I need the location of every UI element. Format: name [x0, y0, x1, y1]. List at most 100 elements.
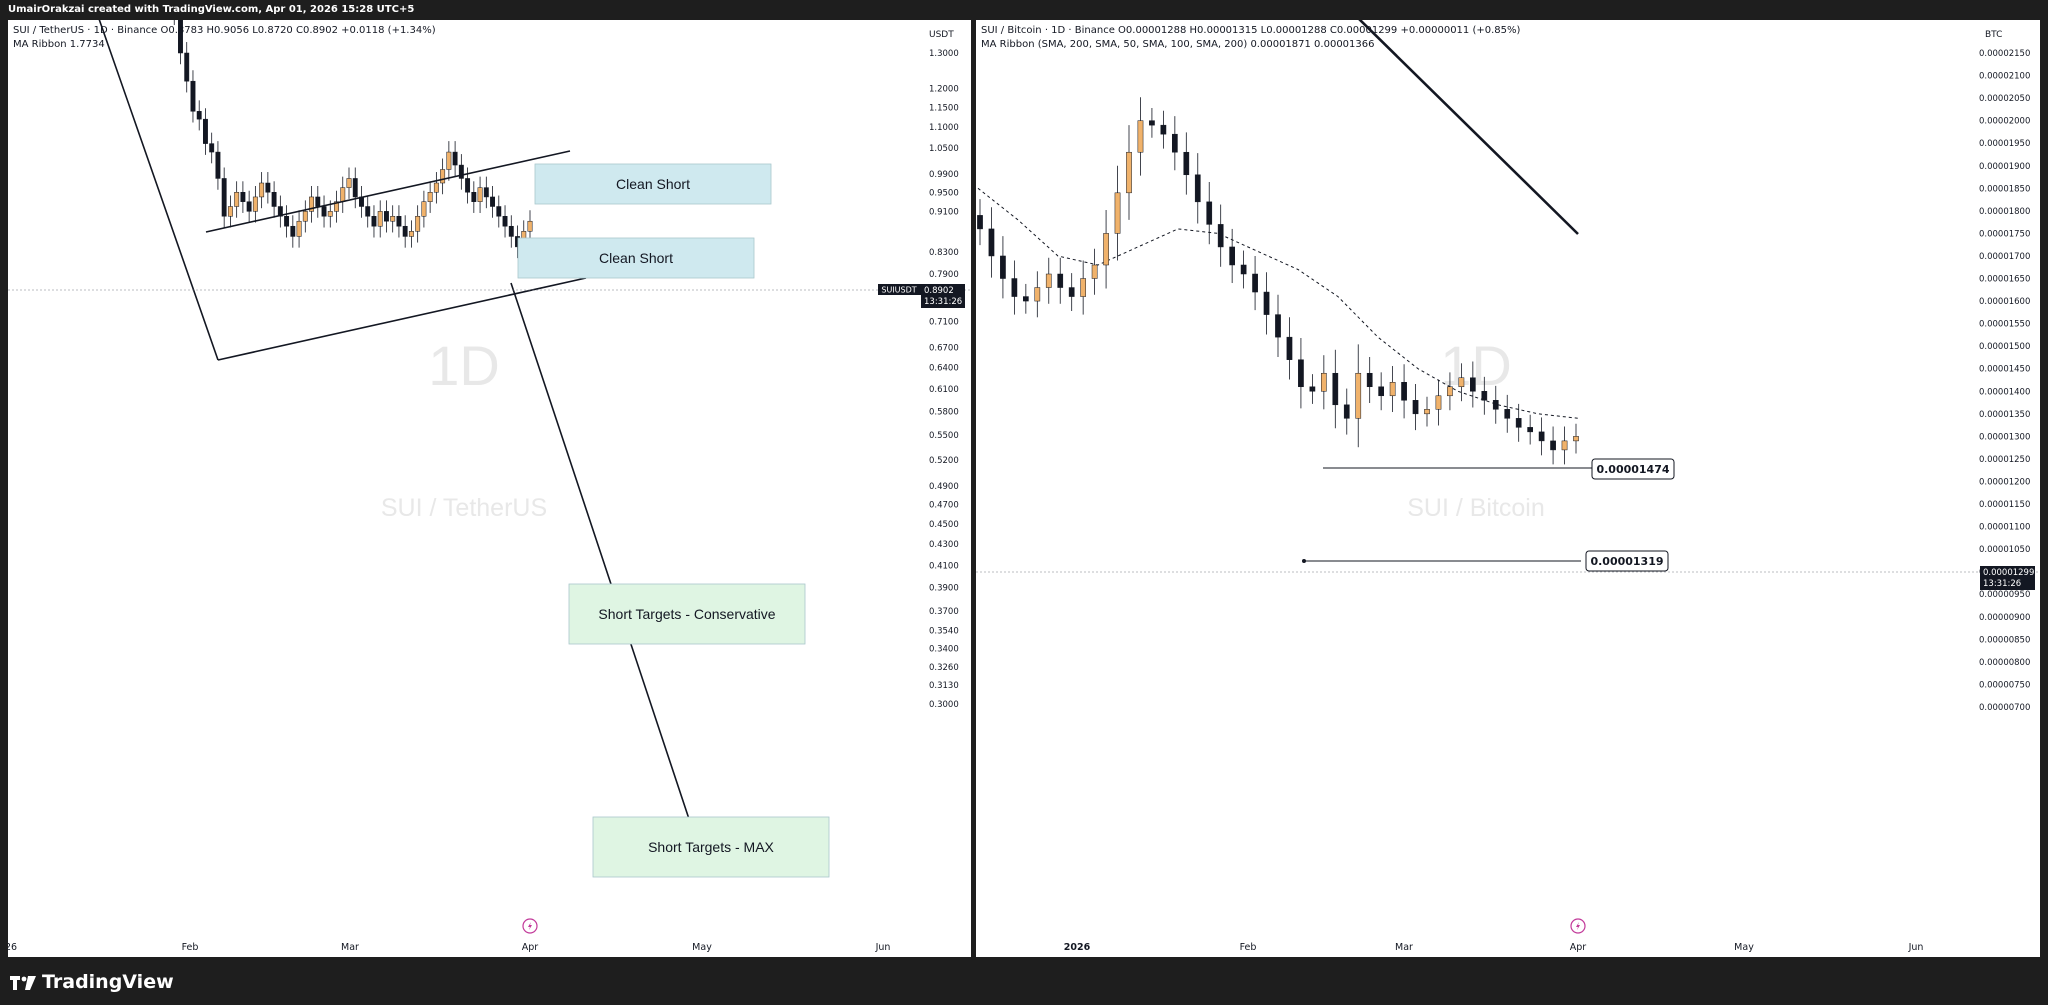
candle-body [527, 220, 533, 232]
left-price-tick: 1.3000 [929, 49, 959, 59]
currency-label[interactable]: USDT [929, 30, 954, 40]
candle-body [1401, 382, 1407, 401]
lightning-icon[interactable] [1570, 918, 1586, 934]
candles [173, 20, 533, 259]
candle-body [184, 52, 190, 82]
candle-body [321, 206, 327, 217]
candle-body [1286, 336, 1293, 360]
candle-body [1515, 418, 1522, 428]
candle-body [1573, 436, 1579, 442]
lightning-icon[interactable] [522, 918, 538, 934]
left-price-tick: 0.3260 [929, 663, 959, 673]
candle-body [415, 216, 421, 232]
right-price-tick: 0.00001750 [1979, 229, 2030, 239]
candle-body [1469, 377, 1476, 392]
price-tag-countdown: 13:31:26 [1983, 579, 2021, 589]
right-time-label: Feb [1240, 942, 1257, 953]
candle-body [402, 225, 408, 237]
left-price-tick: 0.4900 [929, 482, 959, 492]
sui-usdt-chart-pane[interactable]: 1.3000 1.2000 1.1500 1.1000 1.0500 0.9900 0.95… [8, 20, 971, 957]
right-price-tick: 0.00001450 [1979, 365, 2030, 375]
left-price-tick: 0.3400 [929, 644, 959, 654]
candle-body [1183, 151, 1190, 176]
candle-body [246, 201, 252, 212]
right-price-tick: 0.00002150 [1979, 49, 2030, 59]
right-price-tick: 0.00001400 [1979, 387, 2030, 397]
right-price-tick: 0.00001950 [1979, 139, 2030, 149]
candle-body [1447, 386, 1453, 397]
candle-body [227, 206, 233, 217]
candle-body [440, 169, 446, 184]
right-price-tick: 0.00001800 [1979, 207, 2030, 217]
level-label-upper[interactable]: 0.00001474 [1591, 458, 1675, 480]
right-price-tick: 0.00001350 [1979, 410, 2030, 420]
level-label-lower[interactable]: 0.00001319 [1585, 550, 1669, 572]
sui-usdt-chart[interactable]: 1.3000 1.2000 1.1500 1.1000 1.0500 0.9900 0.95… [8, 20, 971, 957]
candle-body [452, 151, 458, 166]
range-box[interactable] [1302, 467, 1592, 563]
left-price-tick: 0.6100 [929, 385, 959, 395]
left-price-tick: 0.5200 [929, 456, 959, 466]
level-label-lower-text: 0.00001319 [1590, 555, 1663, 568]
left-time-label: Feb [182, 942, 199, 953]
annotation-box[interactable] [592, 816, 830, 878]
candle-body [365, 206, 371, 217]
candle-body [977, 215, 983, 230]
range-anchor-point[interactable] [1302, 559, 1306, 563]
right-time-label: 2026 [1064, 942, 1091, 953]
right-price-tick: 0.00002050 [1979, 94, 2030, 104]
candle-body [1275, 314, 1281, 338]
right-price-tick: 0.00001550 [1979, 320, 2030, 330]
annotation-box[interactable] [517, 237, 755, 279]
candle-body [1481, 391, 1488, 401]
candle-body [1320, 372, 1327, 392]
trendline-drop-left[interactable] [98, 20, 219, 361]
price-tag-value: 0.00001299 [1983, 568, 2034, 578]
candle-body [1366, 372, 1373, 388]
candle-body [1000, 255, 1006, 279]
candle-body [284, 216, 290, 227]
left-price-tick: 1.1000 [929, 123, 959, 133]
candle-body [265, 182, 271, 193]
sui-btc-chart[interactable]: 0.00002150 0.00002100 0.00002050 0.00002000… [976, 20, 2040, 957]
annotation-box[interactable] [568, 583, 806, 645]
annotation-box[interactable] [534, 163, 772, 205]
currency-label[interactable]: BTC [1985, 30, 2002, 40]
candle-body [1103, 233, 1109, 266]
left-time-label: Jun [875, 942, 891, 953]
top-credit-bar: UmairOrakzai created with TradingView.co… [0, 0, 2048, 20]
sui-btc-chart-pane[interactable]: 0.00002150 0.00002100 0.00002050 0.00002000… [976, 20, 2040, 957]
candle-body [1229, 246, 1236, 266]
trendline-rise-left[interactable] [217, 277, 587, 361]
candle-body [1022, 296, 1029, 302]
candle-body [215, 151, 221, 179]
candle-body [1149, 120, 1155, 126]
candle-body [1263, 291, 1270, 315]
right-price-tick: 0.00002000 [1979, 117, 2030, 127]
candle-body [327, 211, 333, 217]
candle-body [390, 216, 396, 222]
short-projection-line[interactable] [510, 282, 692, 826]
left-price-tick: 0.4700 [929, 501, 959, 511]
sma-200-line [1358, 20, 1579, 235]
tradingview-logo[interactable]: TradingView [10, 971, 174, 993]
watermark-symbol: SUI / Bitcoin [1407, 494, 1545, 522]
candle-body [1298, 359, 1304, 388]
candle-body [1332, 372, 1339, 406]
right-price-tick: 0.00001850 [1979, 184, 2030, 194]
channel-upper-line[interactable] [205, 150, 571, 233]
candle-body [1550, 440, 1556, 451]
candle-body [296, 220, 302, 237]
left-price-tick: 0.9100 [929, 207, 959, 217]
left-time-label: May [692, 942, 712, 953]
right-price-tick: 0.00000850 [1979, 635, 2030, 645]
candles [977, 97, 1579, 465]
candle-body [1217, 224, 1224, 248]
candle-body [234, 192, 240, 207]
left-price-tick: 0.3900 [929, 584, 959, 594]
trendlines[interactable] [98, 20, 692, 826]
candle-body [1252, 273, 1258, 293]
chart-title: SUI / Bitcoin · 1D · Binance O0.00001288… [981, 25, 1521, 36]
candle-body [209, 143, 215, 153]
candle-body [1504, 409, 1511, 419]
